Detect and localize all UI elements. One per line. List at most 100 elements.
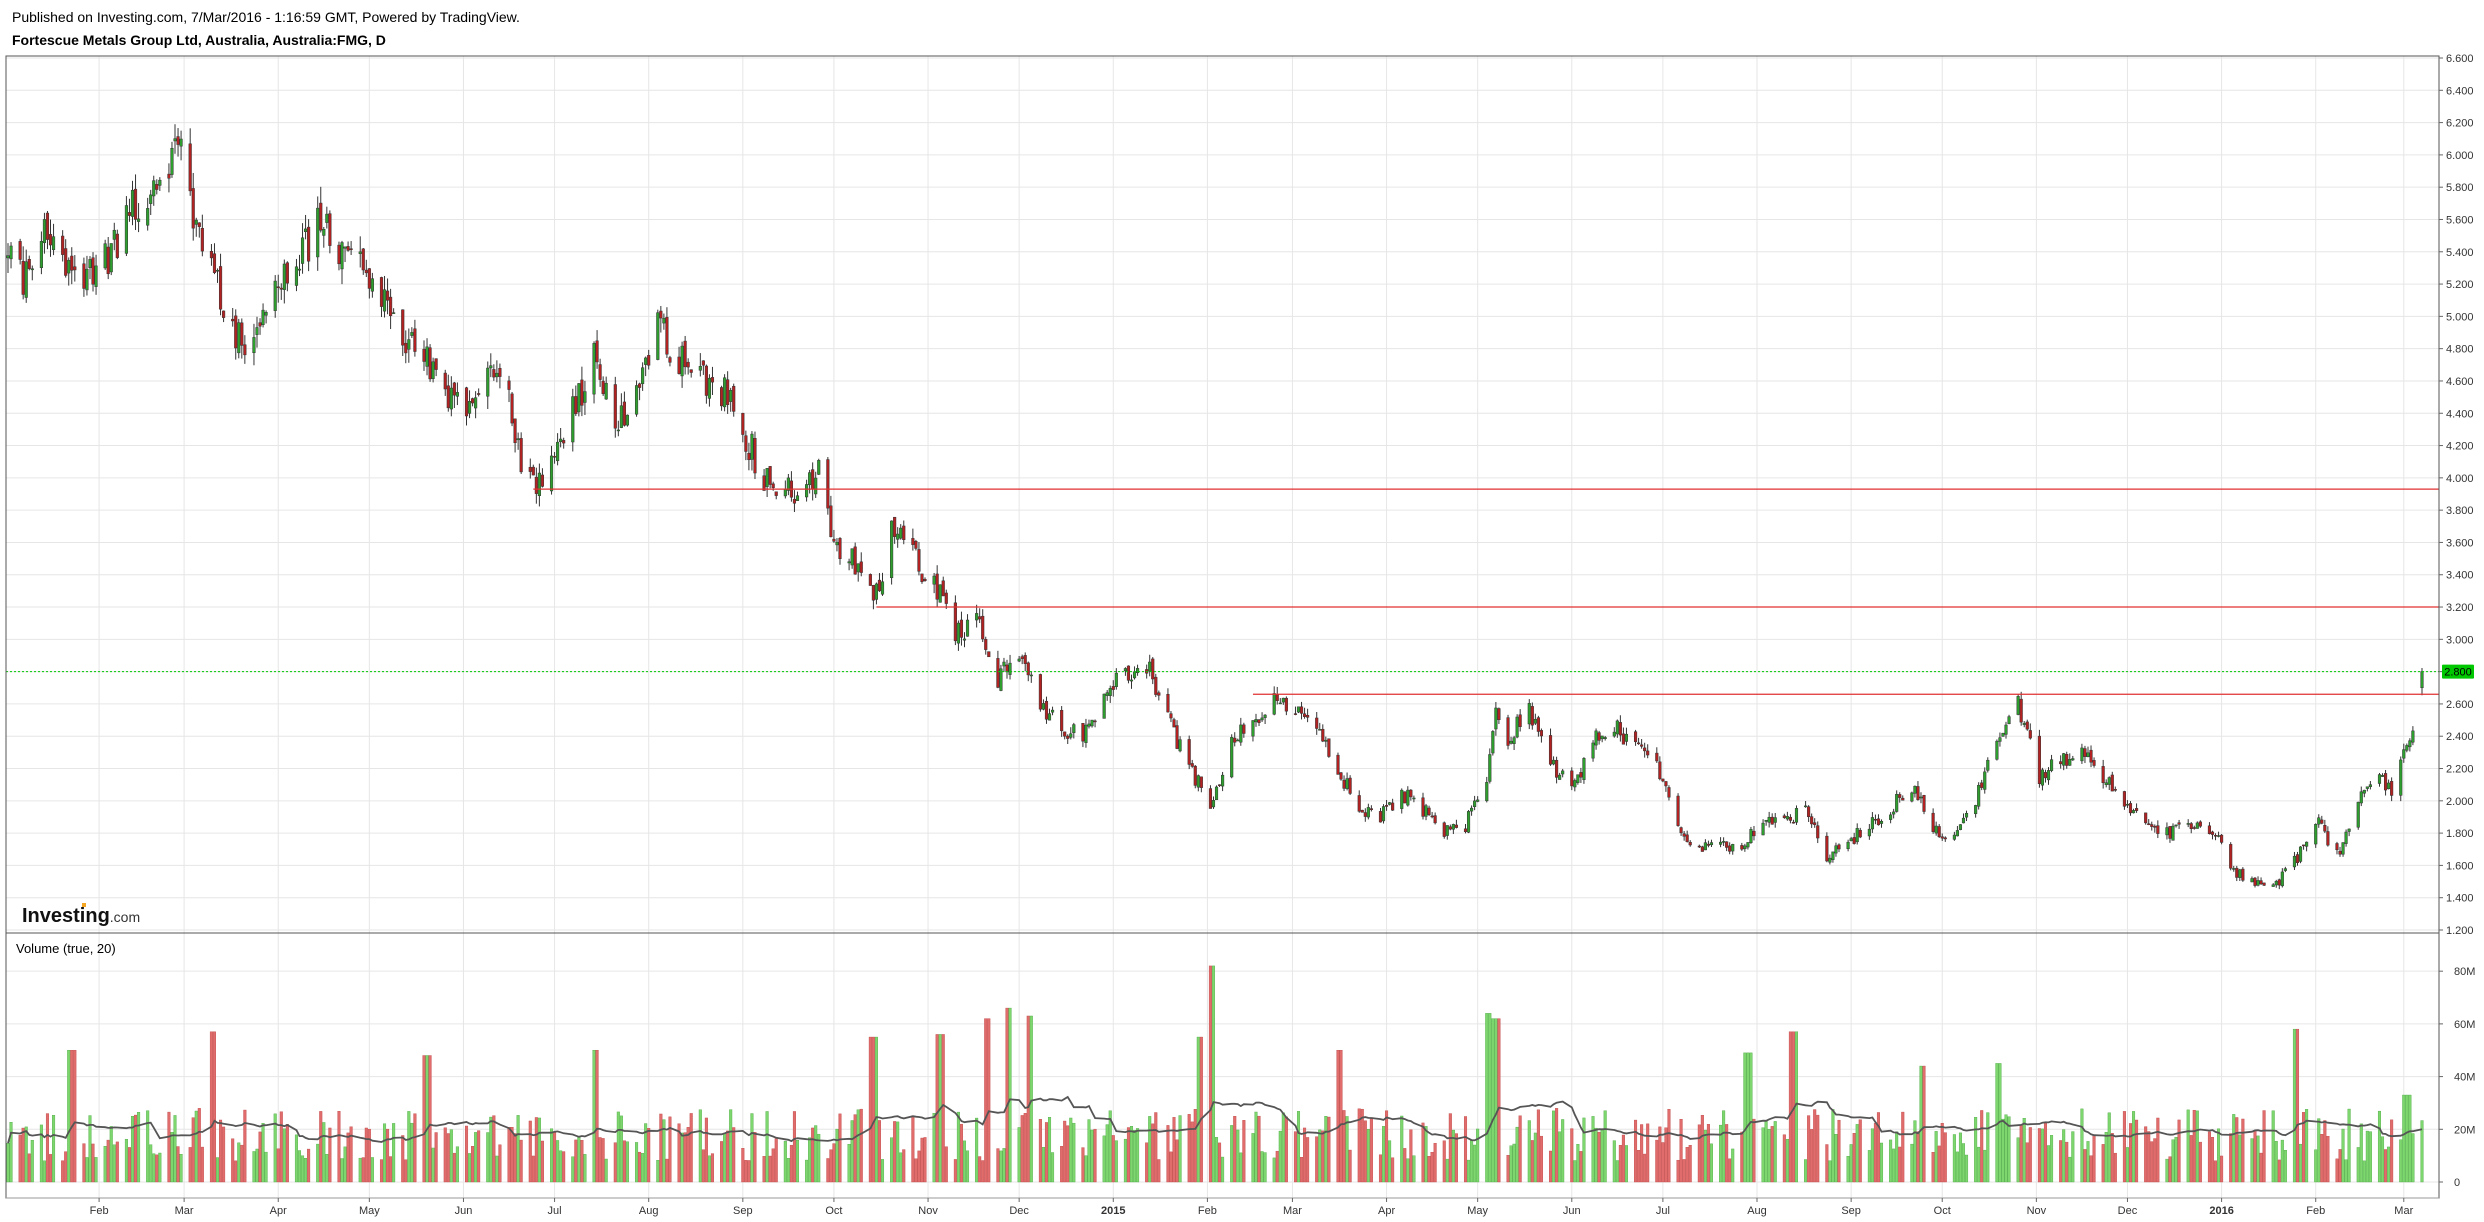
candle-body [2016,696,2020,715]
candle-body [680,345,684,377]
volume-bar [1810,1129,1814,1183]
volume-bar [1867,1150,1871,1183]
candle-body [1728,845,1732,852]
volume-bar [1980,1110,1984,1183]
volume-bar [795,1140,800,1183]
logo-suffix: .com [110,909,140,925]
volume-bar [2405,1094,2409,1183]
volume-bar [2238,1134,2242,1183]
volume-bar [726,1130,730,1183]
volume-bar [944,1146,948,1183]
candle-body [176,136,180,145]
candle [1090,719,1094,728]
candle-body [489,365,493,369]
volume-bar [2195,1110,2199,1183]
candle-body [984,639,988,650]
volume-bar [2022,1118,2026,1183]
candle-body [1306,714,1310,718]
candle [1548,728,1553,766]
candle [1682,831,1686,841]
candle-body [91,257,95,285]
candle [932,572,936,594]
candle-body [932,575,936,585]
candle-body [574,396,578,414]
price-tick-label: 1.200 [2446,925,2474,937]
volume-bar [1430,1151,1434,1183]
candle-body [240,322,244,346]
candle [431,357,435,383]
volume-bar [2043,1122,2047,1183]
candle-body [449,387,453,410]
volume-bar [2128,1123,2133,1183]
candle [847,558,851,571]
candle-body [1175,725,1179,749]
volume-bar [814,1125,818,1183]
volume-bar [2399,1139,2403,1183]
candle [874,582,879,605]
candle-body [1646,750,1650,756]
candle-body [1251,720,1255,737]
volume-bar [42,1160,46,1183]
candle [1986,757,1990,773]
candle [1794,805,1799,825]
volume-bar [486,1132,490,1183]
volume-bar [1154,1112,1158,1183]
candle [379,276,384,318]
candle [2253,877,2257,888]
volume-bar [662,1119,666,1183]
volume-bar [1199,1036,1203,1183]
candle-body [677,356,681,374]
price-tick-label: 1.600 [2446,860,2474,872]
candle-body [2153,825,2157,828]
candle-body [261,309,265,325]
candle [1187,735,1191,770]
volume-bar [704,1117,708,1183]
volume-bar [559,1150,563,1183]
candle-body [70,255,74,271]
candle-body [2420,671,2424,689]
candle [322,226,326,248]
price-tick-label: 2.000 [2446,796,2474,808]
volume-bar [413,1113,417,1183]
candle-body [1448,826,1452,830]
candle-body [1551,759,1556,765]
volume-bar [252,1151,256,1183]
volume-bar [2262,1110,2266,1183]
volume-bar [1624,1145,1628,1183]
volume-bar [1858,1119,1862,1183]
volume-bar [753,1132,757,1183]
candle [2314,823,2318,848]
volume-bar [146,1110,150,1183]
candle [1782,813,1786,819]
candle-body [750,433,754,460]
candle [1910,791,1914,803]
volume-bar [1400,1115,1404,1183]
candle-body [1029,674,1033,677]
candle [1321,724,1325,743]
candle [1697,844,1701,849]
candle-body [1199,776,1203,788]
candle [1217,784,1222,787]
candle-body [1770,816,1774,825]
volume-bar [70,1050,74,1183]
candle [1239,717,1243,746]
candle [2086,746,2090,758]
volume-tick-label: 60M [2454,1019,2475,1031]
candle-body [1919,796,1923,799]
candle [234,309,238,360]
candle [328,210,332,254]
candle-body [1515,716,1519,738]
candle [917,542,921,576]
candle-body [446,385,450,409]
volume-bar [510,1127,514,1183]
candle-body [1791,821,1796,824]
volume-bar [680,1132,684,1183]
candle-body [370,278,374,292]
candle [999,664,1003,692]
candle-body [1166,694,1170,713]
candle [158,177,162,191]
candle [1743,843,1747,852]
candle [1299,701,1304,720]
candle [556,433,560,466]
candle-body [1221,774,1225,787]
